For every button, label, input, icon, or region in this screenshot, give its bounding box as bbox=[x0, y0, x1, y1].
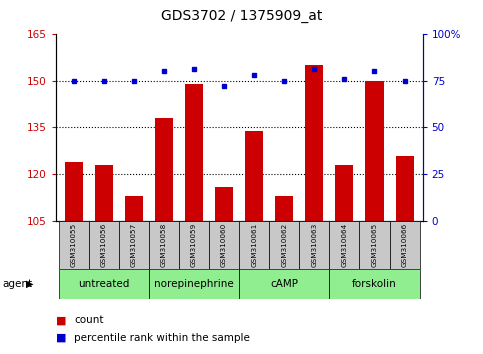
Bar bbox=[275, 196, 293, 221]
Bar bbox=[179, 221, 209, 269]
Text: GSM310060: GSM310060 bbox=[221, 223, 227, 267]
Bar bbox=[299, 221, 329, 269]
Text: ■: ■ bbox=[56, 315, 66, 325]
Text: agent: agent bbox=[2, 279, 32, 289]
Text: GSM310056: GSM310056 bbox=[100, 223, 107, 267]
Bar bbox=[366, 80, 384, 221]
Text: GSM310055: GSM310055 bbox=[71, 223, 77, 267]
Bar bbox=[359, 221, 389, 269]
Bar bbox=[335, 165, 354, 221]
Text: count: count bbox=[74, 315, 103, 325]
Bar bbox=[185, 84, 203, 221]
Text: GSM310065: GSM310065 bbox=[371, 223, 378, 267]
Text: untreated: untreated bbox=[78, 279, 129, 289]
Bar bbox=[239, 221, 269, 269]
Bar bbox=[58, 269, 149, 299]
Bar bbox=[329, 269, 420, 299]
Bar bbox=[65, 162, 83, 221]
Text: GSM310058: GSM310058 bbox=[161, 223, 167, 267]
Text: forskolin: forskolin bbox=[352, 279, 397, 289]
Text: ▶: ▶ bbox=[26, 279, 34, 289]
Text: ■: ■ bbox=[56, 333, 66, 343]
Text: GSM310057: GSM310057 bbox=[131, 223, 137, 267]
Text: cAMP: cAMP bbox=[270, 279, 298, 289]
Text: GSM310062: GSM310062 bbox=[281, 223, 287, 267]
Text: percentile rank within the sample: percentile rank within the sample bbox=[74, 333, 250, 343]
Text: GSM310061: GSM310061 bbox=[251, 223, 257, 267]
Text: norepinephrine: norepinephrine bbox=[154, 279, 234, 289]
Text: GSM310059: GSM310059 bbox=[191, 223, 197, 267]
Bar bbox=[58, 221, 89, 269]
Bar bbox=[155, 118, 173, 221]
Bar bbox=[89, 221, 119, 269]
Bar bbox=[396, 156, 413, 221]
Bar bbox=[245, 131, 263, 221]
Text: GDS3702 / 1375909_at: GDS3702 / 1375909_at bbox=[161, 9, 322, 23]
Bar bbox=[119, 221, 149, 269]
Bar bbox=[149, 221, 179, 269]
Bar bbox=[125, 196, 143, 221]
Bar bbox=[269, 221, 299, 269]
Bar bbox=[305, 65, 323, 221]
Bar bbox=[329, 221, 359, 269]
Bar bbox=[209, 221, 239, 269]
Text: GSM310064: GSM310064 bbox=[341, 223, 347, 267]
Bar bbox=[95, 165, 113, 221]
Text: GSM310066: GSM310066 bbox=[401, 223, 408, 267]
Text: GSM310063: GSM310063 bbox=[312, 223, 317, 267]
Bar bbox=[389, 221, 420, 269]
Bar bbox=[215, 187, 233, 221]
Bar bbox=[149, 269, 239, 299]
Bar bbox=[239, 269, 329, 299]
